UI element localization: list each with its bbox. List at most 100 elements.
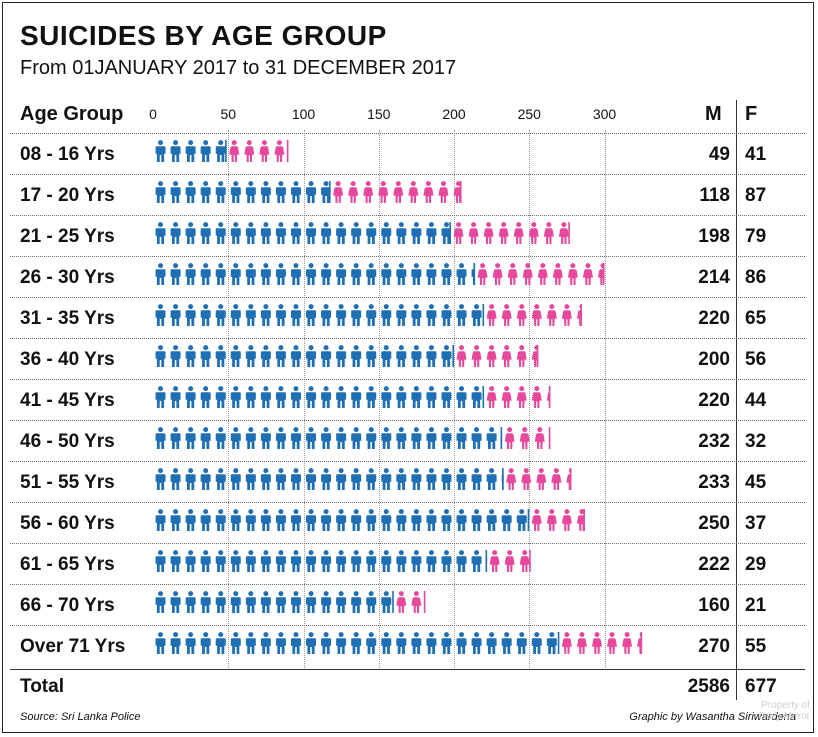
male-bar-9-1 xyxy=(170,509,181,531)
female-bar-7-3 xyxy=(549,427,551,449)
male-bar-7-22 xyxy=(486,427,497,449)
male-bar-10-8 xyxy=(275,550,286,572)
female-bar-1-8 xyxy=(453,181,462,203)
row-separator xyxy=(10,625,805,626)
male-bar-5-4 xyxy=(215,345,226,367)
female-bar-3-3 xyxy=(522,263,533,285)
male-bar-5-19 xyxy=(441,345,452,367)
female-bar-8-1 xyxy=(521,468,532,490)
male-bar-12-6 xyxy=(245,632,256,654)
male-bar-11-2 xyxy=(185,591,196,613)
male-bar-5-10 xyxy=(306,345,317,367)
male-bar-6-11 xyxy=(321,386,332,408)
male-bar-2-9 xyxy=(290,222,301,244)
male-bar-7-16 xyxy=(396,427,407,449)
male-bar-5-6 xyxy=(245,345,256,367)
row-bars-3 xyxy=(155,263,605,285)
row-separator xyxy=(10,174,805,175)
male-bar-6-13 xyxy=(351,386,362,408)
female-bar-6-2 xyxy=(516,386,527,408)
female-bar-5-2 xyxy=(486,345,497,367)
male-bar-2-4 xyxy=(215,222,226,244)
male-bar-7-2 xyxy=(185,427,196,449)
male-bar-1-6 xyxy=(245,181,256,203)
age-group-label: 56 - 60 Yrs xyxy=(20,513,115,534)
male-bar-10-end-mark xyxy=(485,550,488,572)
male-bar-8-13 xyxy=(351,468,362,490)
male-bar-6-3 xyxy=(200,386,211,408)
female-value: 44 xyxy=(745,390,767,411)
female-bar-1-1 xyxy=(348,181,359,203)
male-bar-12-2 xyxy=(185,632,196,654)
age-group-header: Age Group xyxy=(20,103,124,125)
male-bar-12-end-mark xyxy=(557,632,560,654)
male-bar-8-9 xyxy=(290,468,301,490)
male-bar-7-14 xyxy=(366,427,377,449)
male-bar-5-18 xyxy=(426,345,437,367)
male-bar-1-4 xyxy=(215,181,226,203)
male-bar-3-2 xyxy=(185,263,196,285)
male-bar-11-9 xyxy=(290,591,301,613)
male-bar-6-21 xyxy=(471,386,482,408)
female-bar-1-6 xyxy=(423,181,434,203)
female-bar-1-7 xyxy=(438,181,449,203)
male-bar-10-6 xyxy=(245,550,256,572)
female-bar-3-7 xyxy=(582,263,593,285)
male-bar-3-13 xyxy=(351,263,362,285)
male-bar-11-7 xyxy=(260,591,271,613)
gridline-250 xyxy=(529,130,531,668)
female-bar-1-2 xyxy=(363,181,374,203)
male-value: 49 xyxy=(708,144,730,165)
male-bar-3-15 xyxy=(381,263,392,285)
male-bar-2-17 xyxy=(411,222,422,244)
male-value: 220 xyxy=(698,390,730,411)
male-bar-11-15 xyxy=(381,591,392,613)
male-bar-4-13 xyxy=(351,304,362,326)
male-bar-9-13 xyxy=(351,509,362,531)
row-separator xyxy=(10,297,805,298)
male-bar-9-19 xyxy=(441,509,452,531)
female-bar-5-1 xyxy=(471,345,482,367)
female-bar-9-1 xyxy=(546,509,557,531)
male-bar-9-0 xyxy=(155,509,166,531)
male-bar-11-5 xyxy=(230,591,241,613)
row-bars-0 xyxy=(155,140,289,162)
male-bar-7-end-mark xyxy=(500,427,503,449)
male-bar-10-15 xyxy=(381,550,392,572)
female-bar-10-end-mark xyxy=(529,550,531,572)
row-bars-2 xyxy=(155,222,570,244)
female-value: 79 xyxy=(745,226,767,247)
male-value: 160 xyxy=(698,595,730,616)
male-bar-8-12 xyxy=(336,468,347,490)
male-bar-9-7 xyxy=(260,509,271,531)
female-bar-9-2 xyxy=(561,509,572,531)
male-bar-5-15 xyxy=(381,345,392,367)
male-bar-1-3 xyxy=(200,181,211,203)
male-bar-12-9 xyxy=(290,632,301,654)
male-bar-5-3 xyxy=(200,345,211,367)
male-bar-3-11 xyxy=(321,263,332,285)
male-bar-5-17 xyxy=(411,345,422,367)
male-bar-10-20 xyxy=(456,550,467,572)
row-separator xyxy=(10,502,805,503)
male-bar-6-7 xyxy=(260,386,271,408)
male-bar-3-20 xyxy=(456,263,467,285)
male-value: 220 xyxy=(698,308,730,329)
male-bar-8-0 xyxy=(155,468,166,490)
male-bar-2-18 xyxy=(426,222,437,244)
female-bar-8-end-mark xyxy=(569,468,572,490)
male-bar-6-16 xyxy=(396,386,407,408)
male-bar-8-11 xyxy=(321,468,332,490)
age-group-label: 66 - 70 Yrs xyxy=(20,595,115,616)
female-bar-3-4 xyxy=(537,263,548,285)
male-bar-8-3 xyxy=(200,468,211,490)
gridline-100 xyxy=(303,130,305,668)
male-bar-11-3 xyxy=(200,591,211,613)
male-bar-10-10 xyxy=(306,550,317,572)
male-bar-4-17 xyxy=(411,304,422,326)
male-bar-9-16 xyxy=(396,509,407,531)
male-bar-6-6 xyxy=(245,386,256,408)
male-bar-3-17 xyxy=(411,263,422,285)
male-bar-11-4 xyxy=(215,591,226,613)
male-bar-2-7 xyxy=(260,222,271,244)
